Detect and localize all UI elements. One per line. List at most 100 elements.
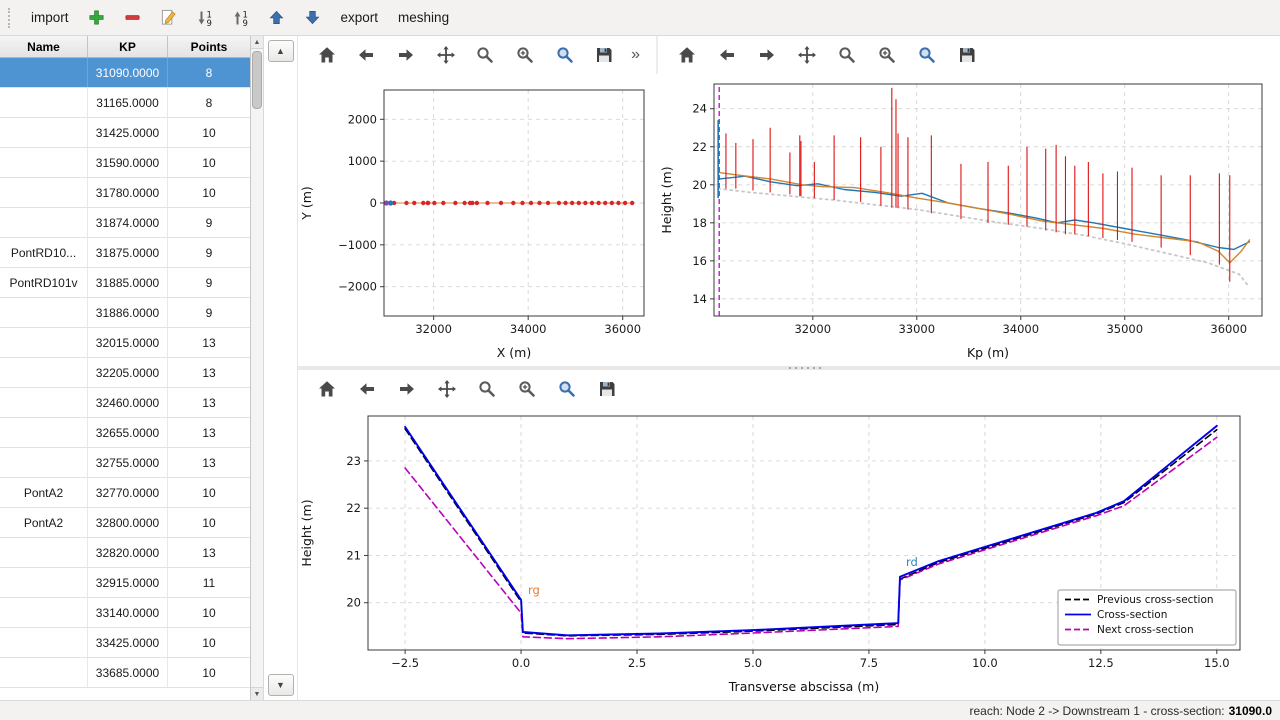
export-menu[interactable]: export — [331, 4, 389, 31]
import-menu[interactable]: import — [21, 4, 79, 31]
cell-kp: 31875.0000 — [88, 238, 168, 267]
cell-name — [0, 178, 88, 207]
table-row[interactable]: 32015.0000 13 — [0, 328, 250, 358]
back-button[interactable] — [354, 375, 380, 403]
profile-plot[interactable]: 32000 33000 34000 35000 36000 14 16 18 20 22 24 Kp … — [658, 74, 1278, 366]
svg-text:9: 9 — [206, 19, 211, 27]
save-button[interactable] — [594, 375, 620, 403]
svg-text:Cross-section: Cross-section — [1097, 609, 1167, 621]
move-up-button[interactable] — [263, 4, 291, 32]
zoom-button[interactable] — [834, 41, 860, 69]
svg-text:−1000: −1000 — [338, 238, 377, 252]
table-row[interactable]: 33140.0000 10 — [0, 598, 250, 628]
cell-name: PontA2 — [0, 508, 88, 537]
scrollbar-up-arrow-icon[interactable]: ▲ — [251, 36, 263, 49]
cell-kp: 33425.0000 — [88, 628, 168, 657]
table-row[interactable]: 32820.0000 13 — [0, 538, 250, 568]
pan-arrows-icon — [437, 379, 457, 399]
cell-points: 10 — [202, 665, 216, 680]
magnifier-blue-icon — [557, 379, 577, 399]
cell-kp: 32015.0000 — [88, 328, 168, 357]
table-row[interactable]: 31874.0000 9 — [0, 208, 250, 238]
remove-cross-section-button[interactable] — [119, 4, 147, 32]
scrollbar-down-arrow-icon[interactable]: ▼ — [251, 687, 263, 700]
cell-kp: 32915.0000 — [88, 568, 168, 597]
scrollbar-thumb[interactable] — [252, 51, 262, 109]
pan-button[interactable] — [433, 41, 459, 69]
table-row[interactable]: 31165.0000 8 — [0, 88, 250, 118]
cell-kp: 33140.0000 — [88, 598, 168, 627]
svg-text:33000: 33000 — [898, 322, 935, 336]
horizontal-splitter[interactable] — [298, 366, 1280, 370]
home-button[interactable] — [314, 41, 340, 69]
svg-text:Height (m): Height (m) — [299, 499, 314, 566]
table-row[interactable]: 32655.0000 13 — [0, 418, 250, 448]
configure-subplots-button[interactable] — [874, 41, 900, 69]
cell-points: 13 — [202, 545, 216, 560]
move-down-button[interactable] — [299, 4, 327, 32]
save-button[interactable] — [591, 41, 617, 69]
cell-kp: 31425.0000 — [88, 118, 168, 147]
customize-button[interactable] — [914, 41, 940, 69]
forward-button[interactable] — [394, 375, 420, 403]
splitter-handle[interactable] — [789, 367, 823, 369]
table-row[interactable]: 32460.0000 13 — [0, 388, 250, 418]
table-row[interactable]: PontRD101v 31885.0000 9 — [0, 268, 250, 298]
cell-name — [0, 118, 88, 147]
forward-button[interactable] — [393, 41, 419, 69]
table-row[interactable]: PontA2 32770.0000 10 — [0, 478, 250, 508]
cross-section-plot[interactable]: −2.5 0.0 2.5 5.0 7.5 10.0 12.5 15.0 20 21 22 23 Tran… — [298, 408, 1280, 700]
meshing-menu[interactable]: meshing — [388, 4, 459, 31]
home-button[interactable] — [674, 41, 700, 69]
forward-button[interactable] — [754, 41, 780, 69]
toolbar-overflow-chevron[interactable]: » — [631, 46, 641, 63]
pan-button[interactable] — [434, 375, 460, 403]
table-row[interactable]: 31425.0000 10 — [0, 118, 250, 148]
cell-name — [0, 58, 88, 87]
save-icon — [594, 45, 614, 65]
svg-text:20: 20 — [346, 596, 361, 610]
cell-kp: 32205.0000 — [88, 358, 168, 387]
toolbar-grip[interactable] — [8, 7, 13, 28]
col-header-kp[interactable]: KP — [88, 36, 168, 57]
table-row[interactable]: 31090.0000 8 — [0, 58, 250, 88]
cell-points: 10 — [202, 155, 216, 170]
xy-plot[interactable]: 32000 34000 36000 −2000 −1000 0 1000 2000 X (m) Y… — [298, 74, 658, 366]
zoom-button[interactable] — [473, 41, 499, 69]
customize-button[interactable] — [552, 41, 578, 69]
svg-text:rd: rd — [906, 555, 918, 569]
col-header-name[interactable]: Name — [0, 36, 88, 57]
configure-subplots-button[interactable] — [512, 41, 538, 69]
previous-section-button[interactable]: ▲ — [267, 40, 294, 62]
col-header-points[interactable]: Points — [190, 39, 228, 54]
table-row[interactable]: 33685.0000 10 — [0, 658, 250, 688]
edit-cross-section-button[interactable] — [155, 4, 183, 32]
home-icon — [317, 45, 337, 65]
table-row[interactable]: PontRD10... 31875.0000 9 — [0, 238, 250, 268]
table-row[interactable]: 31886.0000 9 — [0, 298, 250, 328]
back-button[interactable] — [354, 41, 380, 69]
save-button[interactable] — [954, 41, 980, 69]
table-scrollbar[interactable]: ▲ ▼ — [251, 36, 264, 700]
table-row[interactable]: 32755.0000 13 — [0, 448, 250, 478]
svg-text:24: 24 — [692, 102, 707, 116]
zoom-button[interactable] — [474, 375, 500, 403]
add-cross-section-button[interactable] — [83, 4, 111, 32]
table-row[interactable]: 32205.0000 13 — [0, 358, 250, 388]
table-row[interactable]: 32915.0000 11 — [0, 568, 250, 598]
next-section-button[interactable]: ▼ — [267, 674, 294, 696]
home-button[interactable] — [314, 375, 340, 403]
table-row[interactable]: 33425.0000 10 — [0, 628, 250, 658]
table-row[interactable]: PontA2 32800.0000 10 — [0, 508, 250, 538]
customize-button[interactable] — [554, 375, 580, 403]
table-row[interactable]: 31590.0000 10 — [0, 148, 250, 178]
configure-subplots-button[interactable] — [514, 375, 540, 403]
pan-button[interactable] — [794, 41, 820, 69]
cell-kp: 32800.0000 — [88, 508, 168, 537]
back-button[interactable] — [714, 41, 740, 69]
table-row[interactable]: 31780.0000 10 — [0, 178, 250, 208]
